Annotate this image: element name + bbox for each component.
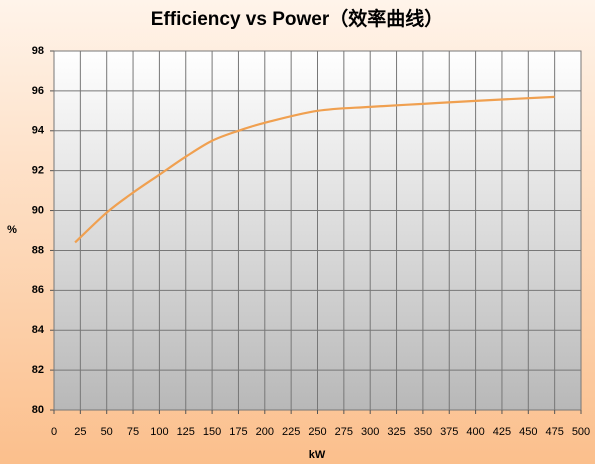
x-tick-label: 375 <box>440 426 458 438</box>
x-tick-label: 75 <box>127 426 139 438</box>
y-tick-label: 96 <box>32 85 44 97</box>
y-tick-label: 90 <box>32 204 44 216</box>
x-tick-label: 300 <box>361 426 379 438</box>
x-tick-label: 175 <box>229 426 247 438</box>
x-tick-label: 350 <box>414 426 432 438</box>
y-tick-label: 80 <box>32 404 44 416</box>
y-axis-label: % <box>7 224 17 236</box>
y-tick-label: 92 <box>32 165 44 177</box>
x-tick-label: 475 <box>545 426 563 438</box>
x-tick-label: 325 <box>387 426 405 438</box>
x-tick-label: 250 <box>308 426 326 438</box>
x-tick-label: 225 <box>282 426 300 438</box>
y-tick-label: 84 <box>32 324 45 336</box>
x-tick-label: 125 <box>177 426 195 438</box>
data-line <box>74 95 555 244</box>
x-tick-label: 425 <box>493 426 511 438</box>
y-tick-label: 82 <box>32 364 44 376</box>
x-tick-label: 25 <box>74 426 86 438</box>
x-axis-label: kW <box>309 449 326 461</box>
y-tick-label: 88 <box>32 244 44 256</box>
x-tick-label: 450 <box>519 426 537 438</box>
chart-title: Efficiency vs Power（效率曲线） <box>151 7 443 30</box>
y-tick-label: 86 <box>32 284 44 296</box>
x-tick-label: 50 <box>101 426 113 438</box>
x-tick-label: 500 <box>572 426 590 438</box>
y-tick-label: 94 <box>32 125 45 137</box>
x-tick-label: 200 <box>256 426 274 438</box>
x-tick-label: 0 <box>51 426 57 438</box>
x-tick-label: 150 <box>203 426 221 438</box>
x-tick-label: 275 <box>335 426 353 438</box>
x-tick-label: 100 <box>150 426 168 438</box>
x-tick-label: 400 <box>466 426 484 438</box>
y-tick-label: 98 <box>32 45 44 57</box>
